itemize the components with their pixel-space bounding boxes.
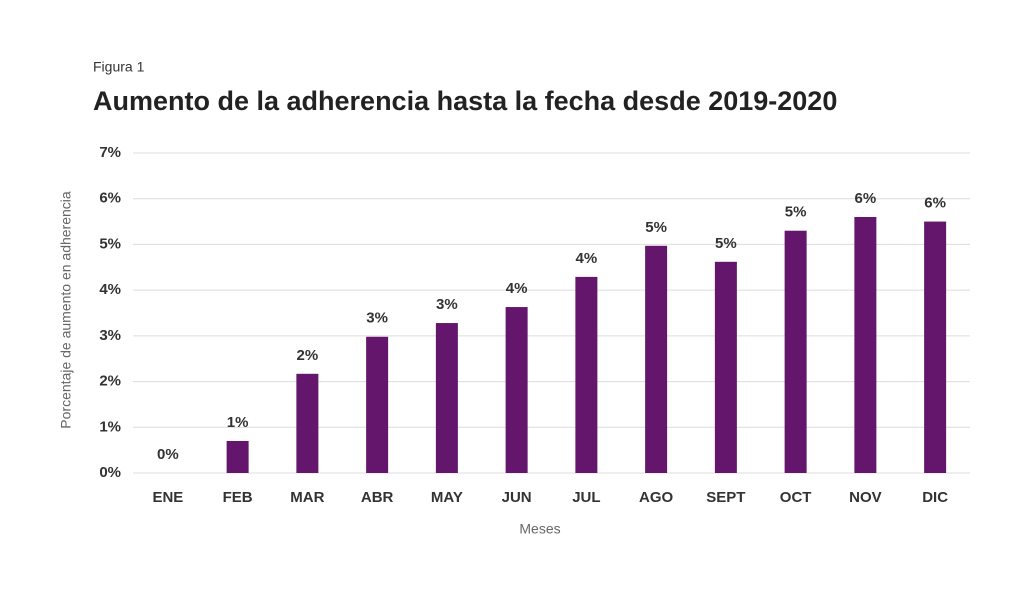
value-label: 5% xyxy=(715,235,737,252)
bar xyxy=(854,217,877,473)
x-tick-label: ABR xyxy=(361,489,394,506)
bar xyxy=(575,276,598,473)
x-tick-label: MAR xyxy=(290,489,324,506)
x-tick-label: NOV xyxy=(849,489,882,506)
y-tick-label: 5% xyxy=(99,235,121,252)
bar xyxy=(924,221,947,473)
bar xyxy=(784,230,807,473)
bar xyxy=(296,373,319,473)
x-tick-label: JUN xyxy=(502,489,532,506)
value-label: 5% xyxy=(645,219,667,236)
x-tick-label: FEB xyxy=(223,489,253,506)
bar xyxy=(366,336,389,473)
x-tick-label: JUL xyxy=(572,489,600,506)
value-label: 2% xyxy=(297,347,319,364)
bar xyxy=(226,441,249,473)
y-tick-label: 3% xyxy=(99,327,121,344)
value-label: 6% xyxy=(855,190,877,207)
chart-title: Aumento de la adherencia hasta la fecha … xyxy=(93,86,837,116)
x-tick-label: OCT xyxy=(780,489,812,506)
value-label: 4% xyxy=(506,280,528,297)
y-tick-label: 7% xyxy=(99,144,121,161)
y-tick-label: 4% xyxy=(99,281,121,298)
value-label: 6% xyxy=(924,195,946,212)
y-tick-label: 2% xyxy=(99,373,121,390)
bar xyxy=(645,245,668,473)
y-tick-label: 1% xyxy=(99,418,121,435)
x-tick-label: DIC xyxy=(922,489,948,506)
value-label: 3% xyxy=(366,310,388,327)
x-tick-label: MAY xyxy=(431,489,463,506)
bar xyxy=(714,261,737,473)
figure-label: Figura 1 xyxy=(93,59,145,75)
value-label: 3% xyxy=(436,296,458,313)
y-tick-label: 0% xyxy=(99,464,121,481)
value-label: 0% xyxy=(157,446,179,463)
value-label: 4% xyxy=(576,250,598,267)
value-label: 5% xyxy=(785,204,807,221)
y-tick-label: 6% xyxy=(99,190,121,207)
x-tick-label: ENE xyxy=(152,489,183,506)
bar xyxy=(505,307,528,473)
bar xyxy=(435,323,458,473)
x-tick-label: SEPT xyxy=(706,489,745,506)
x-tick-label: AGO xyxy=(639,489,674,506)
x-axis-label: Meses xyxy=(519,521,560,537)
value-label: 1% xyxy=(227,414,249,431)
y-axis-label: Porcentaje de aumento en adherencia xyxy=(58,191,74,429)
